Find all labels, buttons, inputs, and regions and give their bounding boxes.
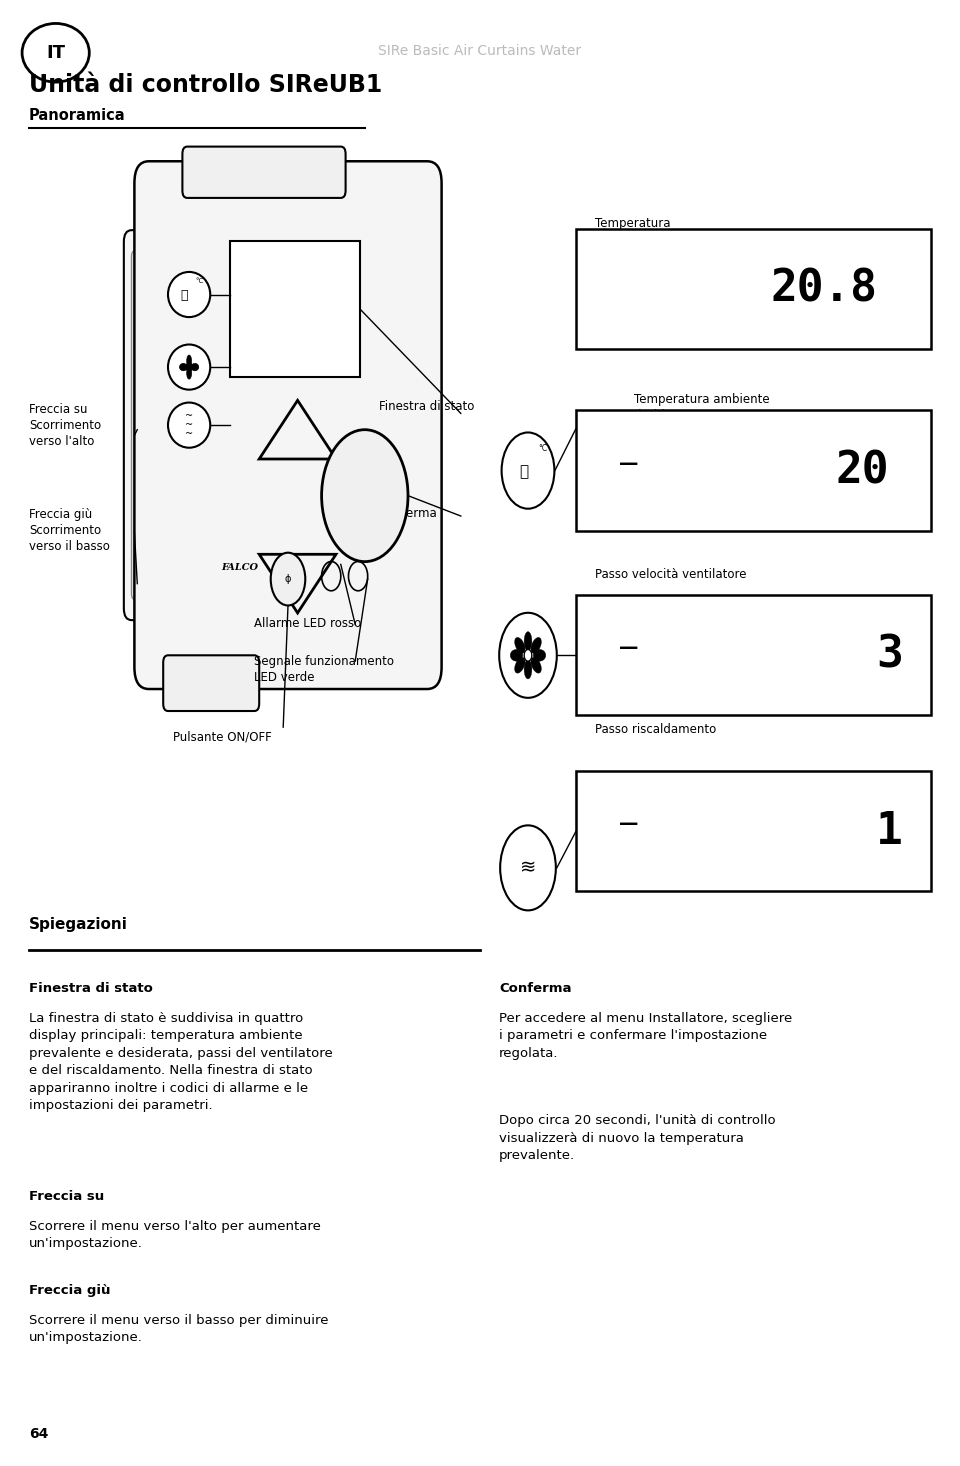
Ellipse shape — [180, 364, 187, 371]
Ellipse shape — [168, 403, 210, 447]
FancyBboxPatch shape — [124, 230, 163, 620]
Text: Scorrere il menu verso il basso per diminuire
un'impostazione.: Scorrere il menu verso il basso per dimi… — [29, 1314, 328, 1344]
Text: Freccia su: Freccia su — [29, 1190, 104, 1204]
Text: —: — — [618, 639, 638, 657]
Text: Dopo circa 20 secondi, l'unità di controllo
visualizzerà di nuovo la temperatura: Dopo circa 20 secondi, l'unità di contro… — [499, 1114, 776, 1163]
Text: ~: ~ — [185, 412, 193, 421]
Ellipse shape — [168, 273, 210, 317]
Text: La finestra di stato è suddivisa in quattro
display principali: temperatura ambi: La finestra di stato è suddivisa in quat… — [29, 1012, 332, 1113]
Ellipse shape — [515, 657, 525, 673]
FancyBboxPatch shape — [576, 595, 931, 715]
Text: Spiegazioni: Spiegazioni — [29, 918, 128, 932]
FancyBboxPatch shape — [132, 251, 158, 600]
Text: 20.8: 20.8 — [771, 267, 877, 311]
Text: Finestra di stato: Finestra di stato — [29, 982, 153, 995]
Text: 20: 20 — [835, 449, 889, 493]
Text: Finestra di stato: Finestra di stato — [379, 400, 474, 412]
Circle shape — [322, 430, 408, 561]
FancyBboxPatch shape — [576, 410, 931, 531]
Text: IT: IT — [46, 44, 65, 62]
Ellipse shape — [500, 825, 556, 910]
FancyBboxPatch shape — [576, 229, 931, 349]
Text: SIRe Basic Air Curtains Water: SIRe Basic Air Curtains Water — [378, 44, 582, 59]
Ellipse shape — [531, 657, 541, 673]
Text: Conferma: Conferma — [499, 982, 572, 995]
Text: 🌡: 🌡 — [180, 289, 188, 302]
FancyBboxPatch shape — [576, 771, 931, 891]
Text: Scorrere il menu verso l'alto per aumentare
un'impostazione.: Scorrere il menu verso l'alto per aument… — [29, 1220, 321, 1250]
Text: Allarme LED rosso: Allarme LED rosso — [254, 617, 362, 629]
Text: Freccia su
Scorrimento
verso l'alto: Freccia su Scorrimento verso l'alto — [29, 403, 101, 447]
Text: Per accedere al menu Installatore, scegliere
i parametri e confermare l'impostaz: Per accedere al menu Installatore, scegl… — [499, 1012, 792, 1060]
Text: Segnale funzionamento
LED verde: Segnale funzionamento LED verde — [254, 655, 395, 685]
Text: ≋: ≋ — [519, 859, 537, 877]
Text: 🌡: 🌡 — [519, 465, 529, 479]
Circle shape — [524, 649, 532, 661]
Text: Passo riscaldamento: Passo riscaldamento — [595, 723, 716, 736]
Ellipse shape — [524, 660, 532, 679]
Ellipse shape — [501, 432, 554, 509]
Text: ~: ~ — [185, 430, 193, 438]
Circle shape — [186, 362, 192, 371]
Text: Panoramica: Panoramica — [29, 108, 126, 123]
Ellipse shape — [168, 345, 210, 390]
Ellipse shape — [534, 649, 545, 661]
Text: 1: 1 — [876, 809, 902, 853]
Ellipse shape — [186, 355, 192, 366]
Text: Passo velocità ventilatore: Passo velocità ventilatore — [595, 567, 747, 581]
Text: —: — — [618, 454, 638, 472]
Text: 64: 64 — [29, 1426, 48, 1441]
Text: Conferma: Conferma — [379, 507, 437, 519]
Text: Unità di controllo SIReUB1: Unità di controllo SIReUB1 — [29, 73, 382, 97]
Text: Freccia giù
Scorrimento
verso il basso: Freccia giù Scorrimento verso il basso — [29, 509, 109, 553]
Ellipse shape — [186, 368, 192, 380]
Text: FALCO: FALCO — [222, 563, 258, 572]
Text: ϕ: ϕ — [285, 575, 291, 583]
Text: °C: °C — [538, 444, 547, 453]
Ellipse shape — [515, 638, 525, 654]
Ellipse shape — [499, 613, 557, 698]
FancyBboxPatch shape — [163, 655, 259, 711]
Text: —: — — [618, 815, 638, 833]
Text: ~: ~ — [185, 421, 193, 430]
Text: °C: °C — [196, 279, 204, 284]
FancyBboxPatch shape — [134, 161, 442, 689]
Ellipse shape — [191, 364, 199, 371]
Text: 3: 3 — [876, 633, 902, 677]
Ellipse shape — [524, 632, 532, 651]
FancyBboxPatch shape — [230, 242, 360, 377]
Text: Freccia giù: Freccia giù — [29, 1284, 110, 1297]
Circle shape — [271, 553, 305, 605]
Text: Temperatura
ambiente prevalente: Temperatura ambiente prevalente — [595, 217, 719, 246]
Ellipse shape — [510, 649, 522, 661]
FancyBboxPatch shape — [182, 147, 346, 198]
Text: Temperatura ambiente
desiderata: Temperatura ambiente desiderata — [634, 393, 769, 422]
Ellipse shape — [531, 638, 541, 654]
Text: Pulsante ON/OFF: Pulsante ON/OFF — [173, 732, 272, 743]
